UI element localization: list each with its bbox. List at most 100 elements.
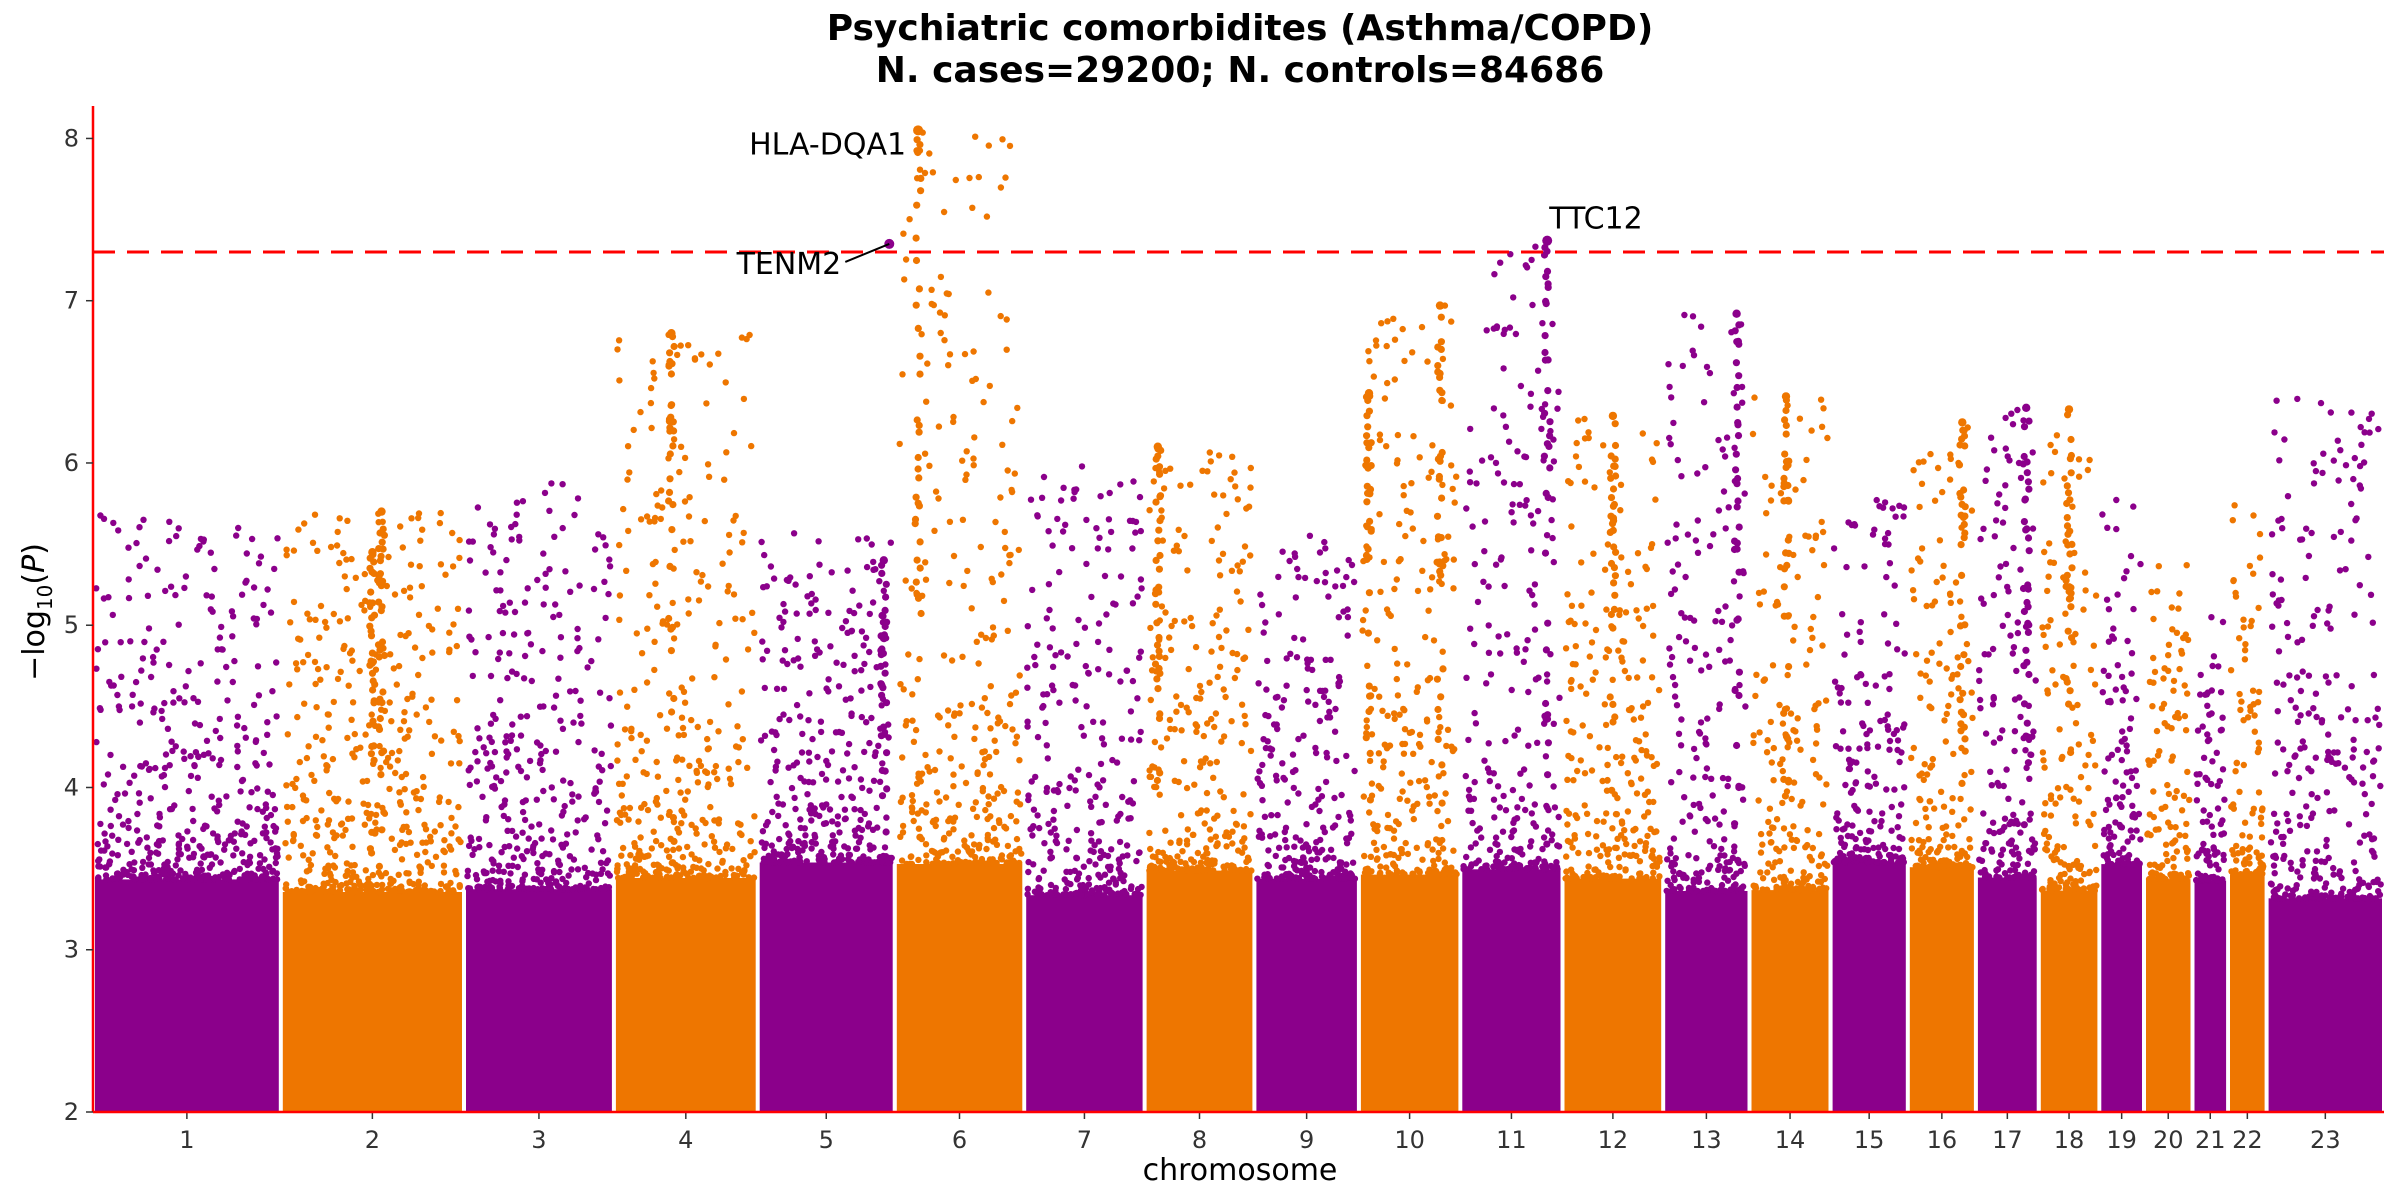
snp-point <box>1667 845 1674 852</box>
snp-point <box>298 879 305 887</box>
snp-point <box>265 876 272 883</box>
snp-point <box>1227 476 1234 483</box>
snp-point <box>1167 646 1175 654</box>
snp-point <box>386 699 393 706</box>
snp-point <box>711 769 718 776</box>
snp-point <box>1190 858 1198 866</box>
snp-point <box>911 520 919 528</box>
snp-point <box>1404 850 1412 858</box>
snp-point <box>695 597 703 604</box>
snp-point <box>252 737 260 744</box>
snp-point <box>115 813 123 820</box>
snp-point <box>167 583 175 590</box>
snp-point <box>1609 624 1617 632</box>
snp-point <box>1203 807 1210 814</box>
snp-point <box>1549 831 1556 838</box>
snp-point <box>406 594 414 601</box>
snp-point <box>1550 720 1558 727</box>
snp-point <box>1006 559 1013 567</box>
snp-point <box>431 828 438 835</box>
snp-point <box>352 574 359 581</box>
snp-point <box>1547 651 1554 658</box>
snp-point <box>1845 699 1852 706</box>
snp-point <box>394 757 401 764</box>
snp-point <box>1465 793 1473 800</box>
snp-point <box>145 854 153 862</box>
snp-point <box>1516 481 1524 488</box>
snp-point <box>915 421 923 429</box>
snp-point <box>899 754 906 761</box>
snp-point <box>1083 883 1090 890</box>
snp-point <box>908 585 915 592</box>
snp-point <box>1436 578 1443 585</box>
snp-point <box>1618 554 1625 561</box>
snp-point <box>680 688 688 695</box>
snp-point <box>1492 834 1500 841</box>
snp-point <box>1668 653 1676 661</box>
snp-point <box>744 646 752 653</box>
snp-point <box>1047 829 1055 836</box>
snp-point <box>1627 779 1635 786</box>
snp-point <box>1592 626 1600 634</box>
snp-point <box>697 762 705 769</box>
snp-point <box>538 835 545 842</box>
snp-point <box>1315 796 1322 803</box>
snp-point <box>559 481 566 488</box>
snp-point <box>590 885 597 893</box>
snp-point <box>1718 618 1726 625</box>
snp-point <box>1611 462 1619 470</box>
snp-point <box>618 792 625 799</box>
snp-point <box>799 730 806 738</box>
snp-point <box>1155 565 1163 573</box>
snp-point <box>1364 865 1371 872</box>
snp-point <box>601 578 608 585</box>
snp-point <box>1286 557 1293 565</box>
snp-point <box>1387 871 1395 878</box>
chromosome-14-dense-band <box>1751 890 1829 1112</box>
snp-point <box>704 583 712 590</box>
snp-point <box>1676 883 1683 891</box>
snp-point <box>595 836 602 843</box>
snp-point <box>94 646 102 653</box>
snp-point <box>1283 682 1290 689</box>
snp-point <box>187 874 194 881</box>
snp-point <box>644 806 652 814</box>
snp-point <box>1130 478 1137 485</box>
snp-point <box>1857 846 1865 853</box>
snp-point <box>945 290 952 298</box>
snp-point <box>1153 776 1161 785</box>
snp-point <box>678 820 685 827</box>
snp-point <box>197 660 204 667</box>
snp-point <box>1127 736 1135 743</box>
snp-point <box>1725 775 1732 782</box>
snp-point <box>1384 824 1391 832</box>
snp-point <box>663 725 671 732</box>
snp-point <box>1522 502 1529 509</box>
snp-point <box>273 713 280 720</box>
snp-point <box>1080 732 1088 739</box>
snp-point <box>1036 824 1043 832</box>
snp-point <box>1434 735 1442 744</box>
snp-point <box>576 582 583 589</box>
snp-point <box>1348 561 1356 569</box>
snp-point <box>922 559 929 566</box>
snp-point <box>879 760 886 767</box>
snp-point <box>1117 481 1124 488</box>
snp-point <box>1873 859 1881 866</box>
snp-point <box>1633 607 1640 614</box>
snp-point <box>825 676 832 683</box>
snp-point <box>290 832 297 839</box>
snp-point <box>693 830 700 837</box>
snp-point <box>343 860 351 867</box>
snp-point <box>914 324 922 332</box>
snp-point <box>1763 510 1770 517</box>
snp-point <box>972 799 979 806</box>
snp-point <box>669 859 677 867</box>
snp-point <box>858 667 865 674</box>
snp-point <box>1216 572 1224 579</box>
snp-point <box>161 783 169 791</box>
snp-point <box>1290 784 1298 792</box>
snp-point <box>175 840 183 847</box>
snp-point <box>1727 636 1734 644</box>
snp-point <box>1448 462 1455 469</box>
